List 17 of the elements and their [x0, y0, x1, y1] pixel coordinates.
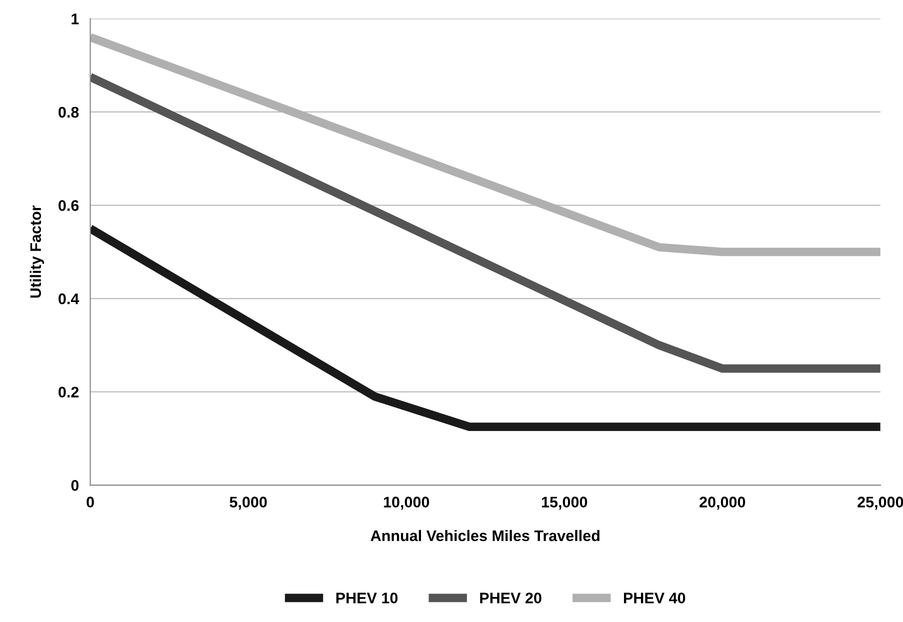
x-tick-label: 0 [86, 496, 94, 508]
x-tick-label: 25,000 [858, 496, 903, 510]
x-tick-label: 10,000 [384, 496, 430, 510]
x-tick-label: 20,000 [700, 496, 746, 510]
y-tick-label: 0.6 [58, 200, 79, 211]
y-tick-label: 1 [72, 14, 79, 24]
y-tick-label: 0.8 [58, 106, 79, 118]
y-tick-label: 0.2 [58, 386, 79, 398]
x-tick-label: 5,000 [230, 496, 267, 510]
x-tick-label: 15,000 [542, 496, 588, 510]
y-tick-label: 0.4 [58, 293, 80, 304]
legend-label: PHEV 10 [336, 592, 398, 604]
legend-label: PHEV 20 [480, 592, 542, 604]
x-axis-title: Annual Vehicles Miles Travelled [370, 530, 600, 542]
y-axis-title: Utility Factor [30, 205, 44, 298]
y-tick-label: 0 [71, 480, 79, 491]
legend-label: PHEV 40 [624, 592, 686, 604]
